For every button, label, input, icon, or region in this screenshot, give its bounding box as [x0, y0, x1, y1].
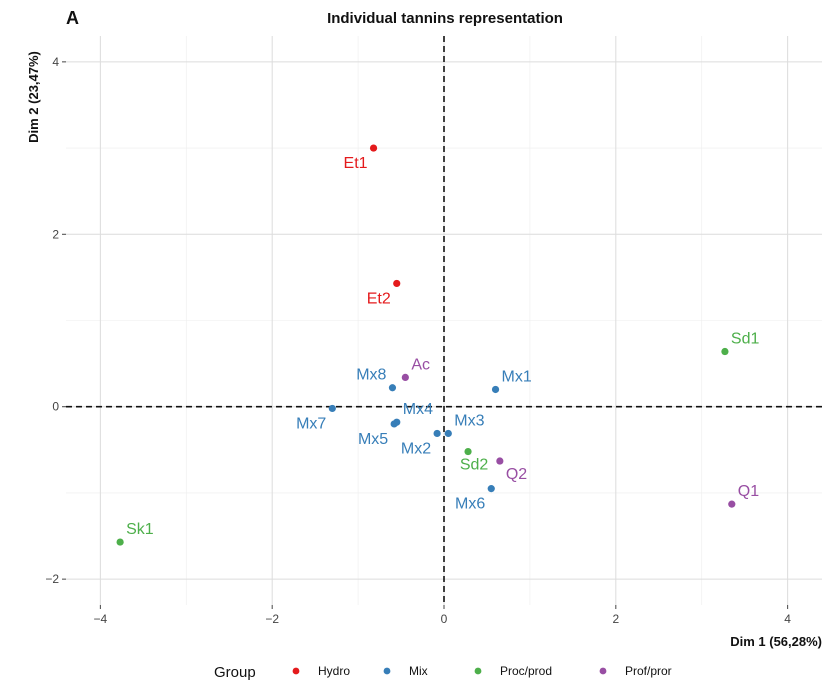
point-label-ac: Ac	[411, 356, 430, 373]
panel-letter: A	[66, 8, 79, 28]
point-label-et2: Et2	[367, 290, 391, 307]
legend-swatch-prof-pror	[599, 667, 607, 675]
y-tick-label: 2	[52, 227, 59, 241]
point-sd1	[721, 347, 729, 356]
point-mx7	[328, 404, 336, 413]
legend-swatch-proc-prod	[474, 667, 482, 675]
x-tick-label: −4	[94, 612, 108, 626]
x-tick-label: −2	[265, 612, 279, 626]
point-label-mx1: Mx1	[502, 368, 532, 385]
point-label-q2: Q2	[506, 466, 527, 483]
point-mx8	[388, 384, 397, 392]
point-mx3	[444, 429, 452, 438]
chart-title: Individual tannins representation	[327, 10, 563, 27]
point-mx6	[487, 485, 495, 493]
point-label-sd2: Sd2	[460, 457, 489, 474]
point-label-mx6: Mx6	[455, 496, 485, 513]
point-et1	[369, 144, 378, 152]
reference-lines	[66, 36, 822, 605]
legend-label-prof-pror: Prof/pror	[625, 664, 672, 678]
point-label-sd1: Sd1	[731, 331, 760, 348]
y-tick-label: 4	[52, 55, 59, 69]
point-ac	[401, 373, 409, 381]
point-mx2	[433, 429, 441, 438]
legend-swatch-mix	[383, 667, 391, 675]
point-mx5	[390, 420, 398, 428]
legend-swatch-hydro	[292, 667, 300, 675]
y-axis-label: Dim 2 (23,47%)	[26, 51, 41, 143]
y-tick-label: −2	[45, 572, 59, 586]
point-label-mx2: Mx2	[401, 440, 431, 457]
point-labels: Et1 Et2 Ac Mx8 Mx1 Mx7 Mx4 Mx5 Mx3 Mx2 Sd2 Q2 Mx6 Sd1…	[126, 155, 759, 538]
legend-label-proc-prod: Proc/prod	[500, 664, 552, 678]
legend-label-mix: Mix	[409, 664, 428, 678]
data-points	[116, 144, 736, 546]
y-tick-label: 0	[52, 400, 59, 414]
legend-label-hydro: Hydro	[318, 664, 350, 678]
x-tick-label: 4	[784, 612, 791, 626]
point-sd2	[464, 447, 472, 456]
point-label-q1: Q1	[738, 483, 759, 500]
point-label-mx4: Mx4	[403, 401, 433, 418]
point-q1	[728, 500, 736, 508]
x-tick-label: 2	[612, 612, 619, 626]
point-label-mx8: Mx8	[356, 367, 386, 384]
point-label-et1: Et1	[344, 155, 368, 172]
point-q2	[496, 457, 504, 465]
point-et2	[393, 279, 401, 288]
point-label-sk1: Sk1	[126, 521, 154, 538]
point-sk1	[116, 538, 124, 546]
legend: Group Hydro Mix Proc/prod Prof/pror	[214, 664, 672, 681]
x-tick-label: 0	[441, 612, 448, 626]
point-label-mx3: Mx3	[454, 412, 484, 429]
x-axis-label: Dim 1 (56,28%)	[730, 634, 822, 649]
legend-title: Group	[214, 664, 256, 681]
point-mx1	[491, 385, 500, 394]
axis-ticks: −4 −2 0 2 4 −2 0 2 4	[45, 55, 791, 626]
point-label-mx5: Mx5	[358, 431, 388, 448]
point-label-mx7: Mx7	[296, 415, 326, 432]
